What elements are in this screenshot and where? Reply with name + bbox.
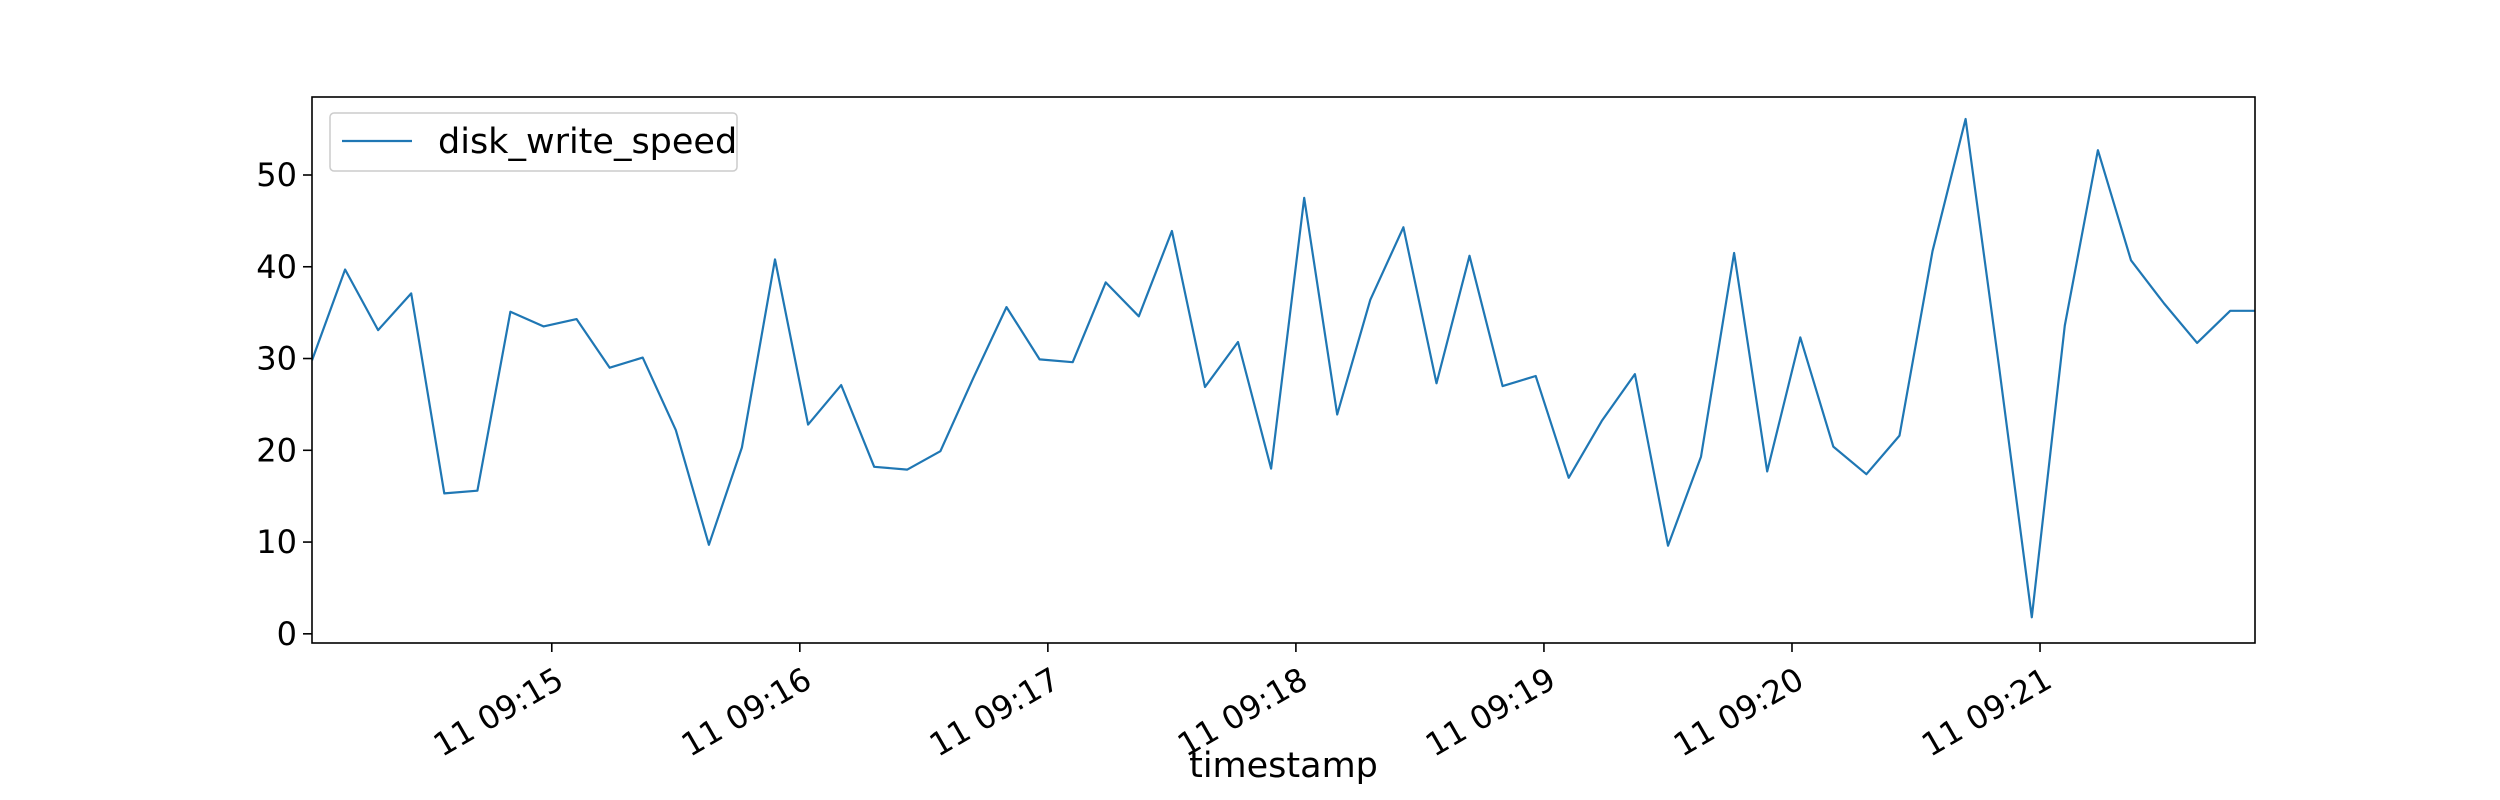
legend-box xyxy=(329,112,738,172)
data-point xyxy=(1601,420,1603,422)
data-point xyxy=(1039,358,1041,360)
x-tick-label: 11 09:21 xyxy=(1915,660,2058,764)
x-tick-label: 11 09:16 xyxy=(675,660,818,764)
y-tick-label: 30 xyxy=(256,340,297,378)
data-point xyxy=(1998,363,2000,365)
x-tick-label: 11 09:15 xyxy=(427,660,570,764)
data-point xyxy=(972,377,974,379)
y-axis: 0 10 20 30 40 50 xyxy=(256,156,312,653)
data-point xyxy=(1634,373,1636,375)
data-point xyxy=(1138,315,1140,317)
data-point xyxy=(2229,310,2231,312)
data-point xyxy=(1072,361,1074,363)
legend-label-disk-write-speed: disk_write_speed xyxy=(438,122,737,162)
y-tick-label: 40 xyxy=(256,248,297,286)
data-point xyxy=(1733,252,1735,254)
y-tick-label: 20 xyxy=(256,431,297,469)
y-tick-label: 0 xyxy=(277,615,297,653)
data-point xyxy=(873,466,875,468)
data-point xyxy=(476,490,478,492)
data-point xyxy=(1303,197,1305,199)
y-tick-label: 50 xyxy=(256,156,297,194)
data-point xyxy=(1700,456,1702,458)
data-point xyxy=(2196,342,2198,344)
data-point xyxy=(1369,299,1371,301)
data-point xyxy=(642,357,644,359)
data-point xyxy=(509,311,511,313)
data-point xyxy=(1204,386,1206,388)
data-point xyxy=(609,367,611,369)
series-layer xyxy=(312,117,2255,619)
data-point xyxy=(2163,303,2165,305)
data-point xyxy=(675,429,677,431)
x-tick-label: 11 09:19 xyxy=(1419,660,1562,764)
data-point xyxy=(1766,470,1768,472)
data-point xyxy=(344,269,346,271)
data-point xyxy=(1469,255,1471,257)
data-point xyxy=(708,544,710,546)
data-point xyxy=(1502,385,1504,387)
data-point xyxy=(939,450,941,452)
data-point xyxy=(1965,118,1967,120)
data-point xyxy=(410,292,412,294)
data-point xyxy=(1105,281,1107,283)
data-point xyxy=(2031,616,2033,618)
data-point xyxy=(774,258,776,260)
y-tick-label: 10 xyxy=(256,523,297,561)
data-point xyxy=(543,325,545,327)
data-point xyxy=(2097,149,2099,151)
data-point xyxy=(1270,468,1272,470)
x-axis-label: timestamp xyxy=(1189,746,1378,786)
x-tick-label: 11 09:20 xyxy=(1667,660,1810,764)
data-point xyxy=(840,384,842,386)
data-point xyxy=(1171,230,1173,232)
x-tick-label: 11 09:17 xyxy=(923,660,1066,764)
data-point xyxy=(1932,250,1934,252)
data-point xyxy=(1568,477,1570,479)
data-point xyxy=(1237,341,1239,343)
data-point xyxy=(906,469,908,471)
legend: disk_write_speed xyxy=(329,112,738,172)
data-point xyxy=(1865,473,1867,475)
series-line-disk-write-speed xyxy=(312,117,2255,619)
data-point xyxy=(807,424,809,426)
data-point xyxy=(1336,414,1338,416)
data-point xyxy=(1667,545,1669,547)
data-point xyxy=(443,492,445,494)
data-point xyxy=(741,447,743,449)
data-point xyxy=(2064,325,2066,327)
data-point xyxy=(1799,336,1801,338)
data-point xyxy=(1535,375,1537,377)
data-point xyxy=(1402,226,1404,228)
data-point xyxy=(2130,259,2132,261)
data-point xyxy=(1436,382,1438,384)
data-point xyxy=(1006,306,1008,308)
data-point xyxy=(377,329,379,331)
data-point xyxy=(1899,435,1901,437)
data-point xyxy=(576,318,578,320)
plot-frame xyxy=(311,96,2256,644)
data-point xyxy=(1832,446,1834,448)
